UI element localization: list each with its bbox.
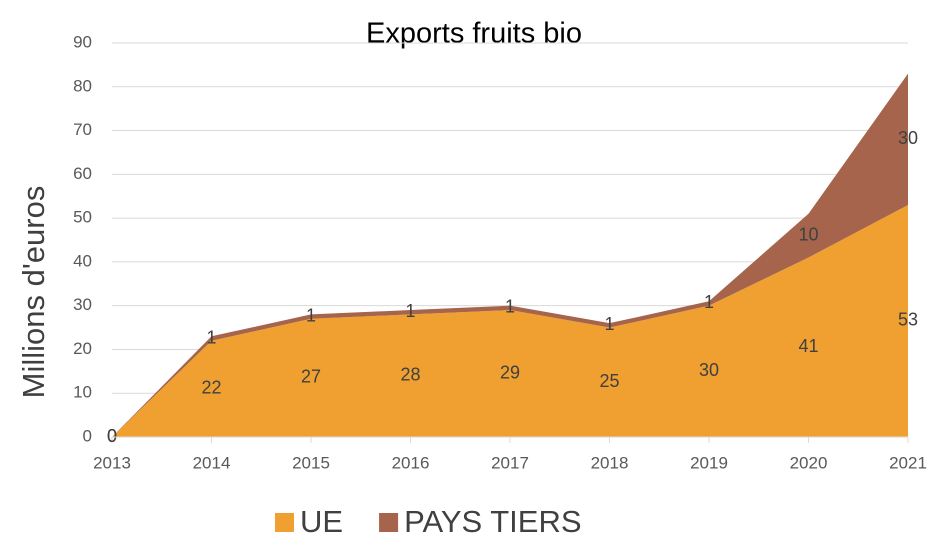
y-tick-label: 20 [73,339,92,358]
data-label: 1 [206,327,216,347]
data-label: 30 [699,360,719,380]
data-label: 30 [898,128,918,148]
area [112,204,908,437]
x-tick-label: 2013 [93,453,131,472]
y-tick-label: 40 [73,251,92,270]
chart-title: Exports fruits bio [366,18,582,50]
y-tick-label: 50 [73,208,92,227]
y-tick-label: 0 [83,426,92,445]
x-tick-label: 2020 [790,453,828,472]
data-label: 1 [306,305,316,325]
data-label: 1 [604,314,614,334]
x-tick-label: 2014 [193,453,231,472]
data-label: 1 [704,292,714,312]
x-tick-label: 2017 [491,453,529,472]
legend-swatch [275,513,294,532]
data-label: 41 [798,336,818,356]
data-label: 22 [201,378,221,398]
y-tick-label: 60 [73,164,92,183]
x-tick-label: 2015 [292,453,330,472]
legend-label: UE [300,504,343,539]
data-label: 0 [107,426,117,446]
legend-swatch [379,513,399,532]
data-label: 1 [405,301,415,321]
legend-label: PAYS TIERS [404,504,581,539]
data-label: 0 [107,426,117,446]
y-tick-label: 80 [73,76,92,95]
data-label: 53 [898,310,918,330]
data-label: 28 [400,364,420,384]
data-label: 1 [505,297,515,317]
y-axis-label: Millions d'euros [16,186,51,399]
x-tick-label: 2018 [591,453,629,472]
y-tick-label: 90 [73,32,92,51]
x-tick-label: 2021 [889,453,927,472]
x-tick-label: 2019 [690,453,728,472]
data-label: 27 [301,367,321,387]
data-label: 10 [798,224,818,244]
y-tick-label: 70 [73,120,92,139]
x-tick-label: 2016 [392,453,430,472]
data-label: 25 [599,371,619,391]
data-label: 29 [500,362,520,382]
y-tick-label: 10 [73,383,92,402]
y-tick-label: 30 [73,295,92,314]
